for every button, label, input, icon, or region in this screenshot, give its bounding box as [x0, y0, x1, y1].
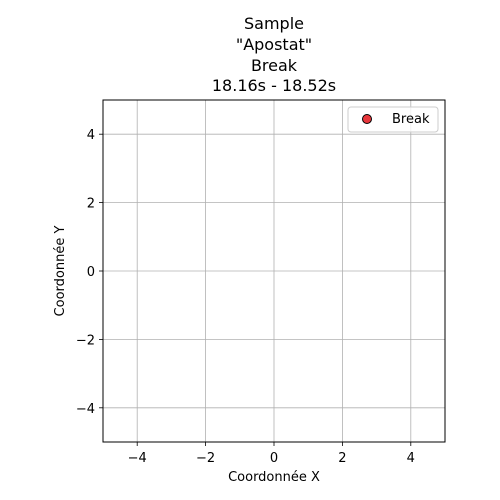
x-tick-label: 4 — [407, 451, 415, 466]
chart-title: Sample "Apostat" Break 18.16s - 18.52s — [212, 14, 336, 95]
x-axis-label: Coordonnée X — [228, 470, 320, 485]
title-line-4: 18.16s - 18.52s — [212, 76, 336, 95]
x-tick-label: −2 — [196, 451, 215, 466]
y-tick-label: −4 — [76, 402, 95, 417]
y-tick-label: 4 — [87, 128, 95, 143]
y-tick-label: 2 — [87, 197, 95, 212]
y-axis-ticks: −4 −2 0 2 4 — [76, 128, 103, 417]
legend-marker-break — [362, 114, 372, 124]
x-tick-label: −4 — [128, 451, 147, 466]
legend-label-break: Break — [392, 112, 430, 127]
x-axis-ticks: −4 −2 0 2 4 — [128, 442, 415, 466]
grid — [103, 100, 445, 442]
title-line-2: "Apostat" — [236, 35, 312, 54]
y-tick-label: 0 — [87, 265, 95, 280]
title-line-3: Break — [251, 56, 298, 75]
y-axis-label: Coordonnée Y — [53, 226, 68, 317]
legend: Break — [347, 106, 439, 133]
y-tick-label: −2 — [76, 333, 95, 348]
title-line-1: Sample — [244, 14, 304, 33]
x-tick-label: 0 — [270, 451, 278, 466]
legend-box — [347, 106, 439, 133]
x-tick-label: 2 — [338, 451, 346, 466]
